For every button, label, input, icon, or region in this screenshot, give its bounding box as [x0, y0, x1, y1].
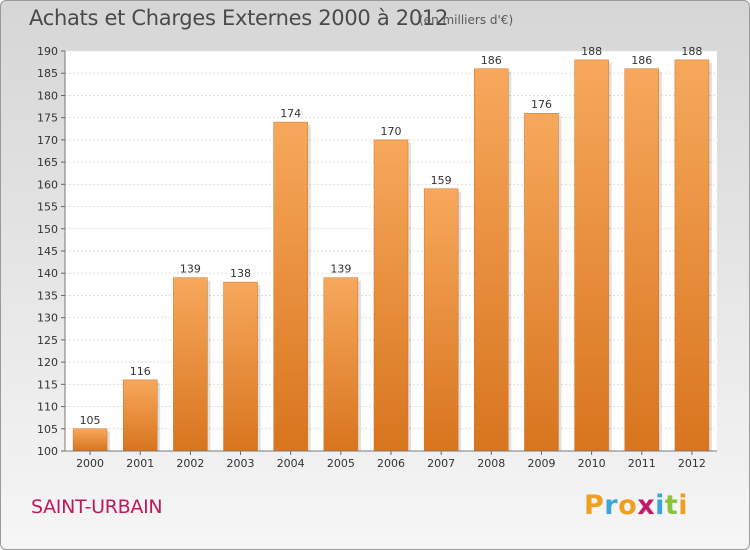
y-tick-label: 160	[37, 178, 58, 191]
y-tick-label: 185	[37, 67, 58, 80]
y-tick-label: 125	[37, 334, 58, 347]
bar-2008	[474, 68, 509, 452]
bar-2005	[323, 277, 359, 452]
data-label-2005: 139	[330, 263, 351, 276]
data-label-2003: 138	[230, 267, 251, 280]
y-tick-label: 100	[37, 445, 58, 458]
logo-letter: x	[637, 490, 656, 521]
x-tick-label-2012: 2012	[678, 457, 706, 470]
data-label-2007: 159	[431, 174, 452, 187]
bar-2002	[173, 277, 208, 452]
data-label-2009: 176	[531, 98, 552, 111]
logo-letter: i	[655, 490, 665, 521]
y-tick-label: 115	[37, 378, 58, 391]
y-tick-label: 140	[37, 267, 58, 280]
logo-letter: o	[618, 490, 638, 521]
bar-2001	[122, 379, 158, 452]
y-tick-label: 170	[37, 134, 58, 147]
y-tick-label: 105	[37, 423, 58, 436]
x-tick-label-2001: 2001	[126, 457, 154, 470]
x-tick-label-2007: 2007	[427, 457, 455, 470]
y-tick-label: 145	[37, 245, 58, 258]
bar-2010	[574, 59, 609, 452]
y-tick-label: 150	[37, 223, 58, 236]
logo-letter: i	[678, 490, 689, 521]
bar-2000	[72, 428, 108, 452]
data-label-2000: 105	[80, 414, 101, 427]
x-tick-label-2000: 2000	[76, 457, 104, 470]
axes: 100 105 110 115 120 125 130 135 140 145 150 155 160 1…	[37, 45, 717, 470]
y-tick-label: 175	[37, 112, 58, 125]
chart-subtitle: (en milliers d'€)	[419, 13, 514, 27]
data-label-2010: 188	[581, 45, 602, 58]
bar-2011	[624, 68, 660, 452]
bar-2009	[524, 112, 559, 452]
y-tick-label: 135	[37, 289, 58, 302]
bar-2003	[223, 281, 258, 452]
data-label-2008: 186	[481, 54, 502, 67]
y-tick-label: 165	[37, 156, 58, 169]
data-label-2006: 170	[381, 125, 402, 138]
logo-letter: P	[584, 490, 605, 521]
y-tick-label: 180	[37, 89, 58, 102]
data-label-2004: 174	[280, 107, 301, 120]
commune-name: SAINT-URBAIN	[31, 496, 163, 518]
x-tick-label-2008: 2008	[477, 457, 505, 470]
data-label-2001: 116	[130, 365, 151, 378]
bar-2007	[423, 188, 459, 452]
y-tick-label: 110	[37, 401, 58, 414]
x-tick-label-2004: 2004	[277, 457, 305, 470]
x-tick-label-2002: 2002	[176, 457, 204, 470]
chart-title: Achats et Charges Externes 2000 à 2012	[29, 6, 449, 30]
x-tick-label-2005: 2005	[327, 457, 355, 470]
y-tick-label: 130	[37, 312, 58, 325]
x-tick-label-2009: 2009	[527, 457, 555, 470]
bar-2006	[373, 139, 409, 452]
data-label-2011: 186	[631, 54, 652, 67]
y-tick-label: 155	[37, 201, 58, 214]
x-tick-label-2003: 2003	[227, 457, 255, 470]
x-tick-label-2010: 2010	[578, 457, 606, 470]
bar-2004	[273, 121, 308, 452]
y-tick-label: 190	[37, 45, 58, 58]
bars: 105 116 139 138 174 139 170 159 186 176 188 186 188	[72, 45, 712, 452]
logo-letter: t	[664, 490, 679, 521]
data-label-2002: 139	[180, 263, 201, 276]
proxiti-logo: Proxiti	[584, 490, 688, 521]
data-label-2012: 188	[681, 45, 702, 58]
bar-2012	[674, 59, 710, 452]
y-tick-label: 120	[37, 356, 58, 369]
x-tick-label-2011: 2011	[628, 457, 656, 470]
x-tick-label-2006: 2006	[377, 457, 405, 470]
logo-letter: r	[604, 490, 619, 521]
